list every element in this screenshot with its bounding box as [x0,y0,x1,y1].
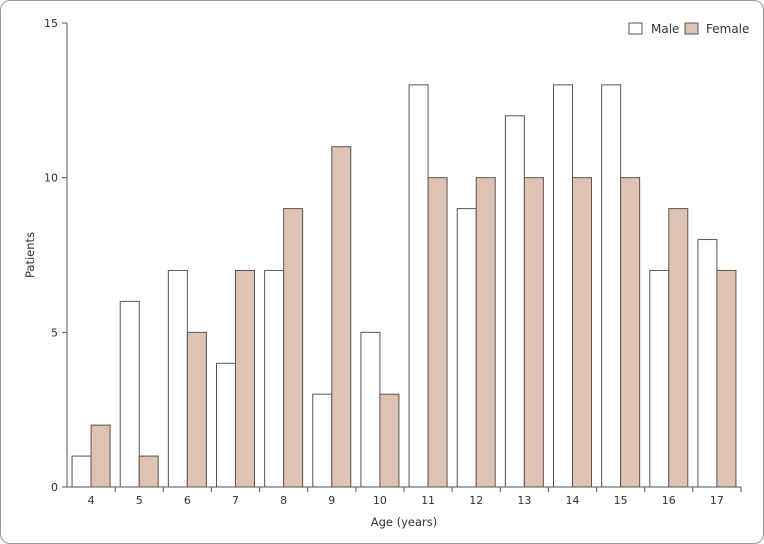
x-tick-label: 7 [232,494,239,507]
y-tick-label: 0 [51,481,58,494]
x-tick-label: 5 [136,494,143,507]
bar-female-17 [716,269,737,488]
bar-male-17 [697,239,718,488]
x-tick-label: 9 [328,494,335,507]
legend-label-male: Male [651,22,679,36]
bar-male-9 [312,393,333,488]
y-tick-label: 15 [44,17,58,30]
bar-female-13 [523,177,544,488]
x-tick-label: 10 [373,494,387,507]
bar-female-10 [379,393,400,488]
x-tick-label: 15 [614,494,628,507]
legend: Male Female [628,22,749,36]
legend-swatch-female [684,22,699,35]
x-tick-label: 4 [88,494,95,507]
bar-male-15 [601,84,622,488]
legend-label-female: Female [706,22,749,36]
bar-male-7 [216,362,236,488]
bar-female-15 [620,177,641,488]
bar-male-14 [553,84,573,488]
bar-female-8 [283,208,304,488]
y-tick-label: 10 [44,172,58,185]
x-tick-label: 11 [421,494,435,507]
bar-female-5 [138,455,159,488]
bar-female-6 [186,331,207,488]
bar-male-11 [408,84,429,488]
bar-female-14 [572,177,592,488]
y-ticks-group: 0 5 10 15 [44,17,67,494]
x-tick-label: 17 [710,494,724,507]
x-tick-label: 12 [469,494,483,507]
y-tick-label: 5 [51,326,58,339]
bar-female-4 [90,424,111,488]
bar-female-9 [331,146,352,488]
x-tick-label: 8 [280,494,287,507]
y-axis-title: Patients [23,232,37,278]
bars-group [71,84,737,488]
x-tick-label: 13 [517,494,531,507]
bar-male-4 [71,455,92,488]
x-tick-label: 16 [662,494,676,507]
bar-male-6 [167,269,188,488]
bar-male-8 [264,269,285,488]
x-tick-label: 14 [566,494,580,507]
bar-male-10 [360,331,381,488]
bar-female-11 [427,177,448,488]
x-axis-title: Age (years) [371,515,438,529]
x-ticks-group: 4 5 6 7 8 9 10 11 12 13 14 15 16 17 [88,487,742,507]
x-tick-label: 6 [184,494,191,507]
bar-male-12 [456,208,477,488]
bar-male-5 [119,300,140,488]
bar-female-12 [475,177,496,488]
bar-female-7 [235,269,255,488]
bar-male-13 [504,115,525,488]
bar-male-16 [649,269,670,488]
bar-female-16 [668,208,689,488]
legend-swatch-male [628,22,643,35]
